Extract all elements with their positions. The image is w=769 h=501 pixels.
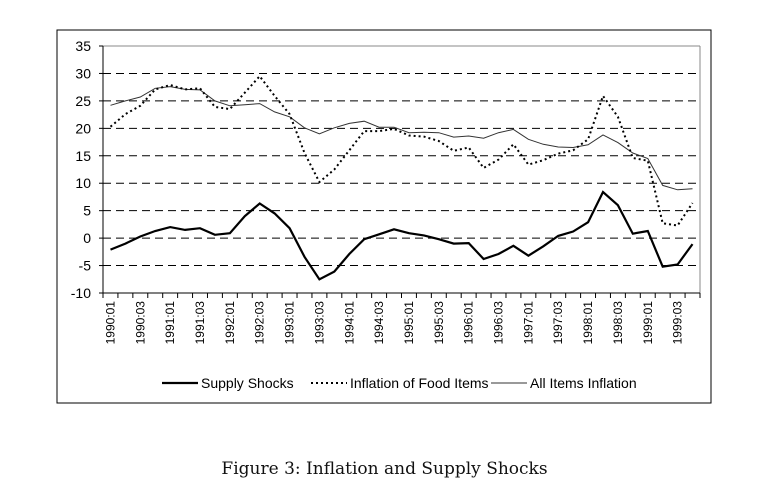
x-tick-label: 1992:03 [253, 301, 267, 345]
x-tick-label: 1991:03 [193, 301, 207, 345]
legend-label: All Items Inflation [530, 375, 637, 391]
chart-frame [56, 29, 712, 404]
x-tick-label: 1999:03 [671, 301, 685, 345]
x-tick-label: 1993:01 [283, 301, 297, 345]
x-tick-label: 1998:03 [611, 301, 625, 345]
x-tick-label: 1995:01 [402, 301, 416, 345]
x-tick-label: 1990:01 [103, 301, 117, 345]
legend-label: Inflation of Food Items [350, 375, 489, 391]
y-tick-label: 15 [75, 148, 91, 164]
x-tick-label: 1993:03 [312, 301, 326, 345]
y-tick-label: -10 [71, 285, 91, 301]
y-tick-label: 10 [75, 175, 91, 191]
y-tick-label: 30 [75, 65, 91, 81]
series-line-supply-shocks [110, 190, 694, 281]
x-tick-label: 1997:01 [521, 301, 535, 345]
y-tick-label: 5 [83, 203, 91, 219]
x-tick-label: 1995:03 [432, 301, 446, 345]
x-tick-label: 1999:01 [641, 301, 655, 345]
y-tick-label: -5 [79, 258, 92, 274]
x-tick-label: 1992:01 [223, 301, 237, 345]
x-tick-label: 1994:01 [342, 301, 356, 345]
y-tick-label: 35 [75, 38, 91, 54]
figure-caption: Figure 3: Inflation and Supply Shocks [221, 459, 548, 479]
legend-label: Supply Shocks [201, 375, 294, 391]
x-tick-label: 1996:03 [492, 301, 506, 345]
series-line-inflation-of-food-items [109, 74, 694, 227]
x-tick-label: 1998:01 [581, 301, 595, 345]
x-tick-label: 1991:01 [163, 301, 177, 345]
y-tick-label: 0 [83, 230, 91, 246]
x-tick-label: 1994:03 [372, 301, 386, 345]
y-tick-label: 25 [75, 93, 91, 109]
x-tick-label: 1990:03 [133, 301, 147, 345]
series-line-all-items-inflation [110, 86, 693, 191]
x-tick-label: 1996:01 [462, 301, 476, 345]
x-tick-label: 1997:03 [551, 301, 565, 345]
y-tick-label: 20 [75, 120, 91, 136]
